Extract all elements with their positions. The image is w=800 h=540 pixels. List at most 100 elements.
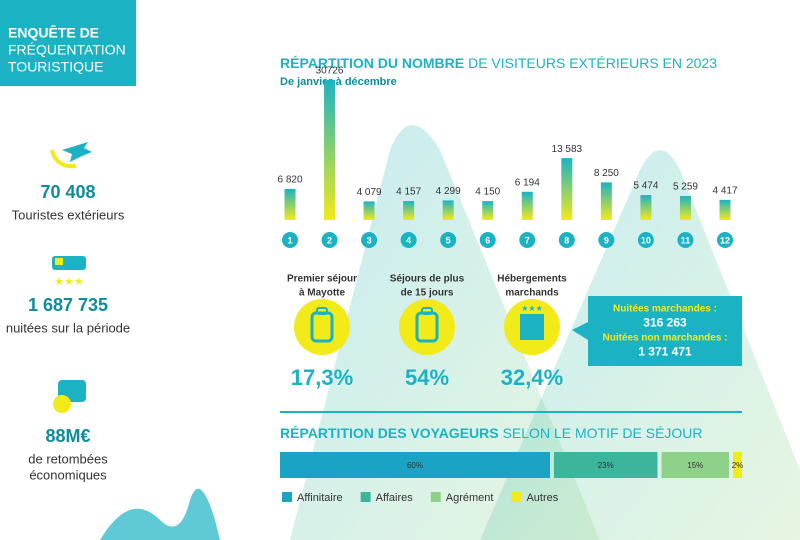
share-label: marchands <box>505 288 559 299</box>
chart-title: SELON LE MOTIF DE SÉJOUR <box>503 425 703 441</box>
value-label: 15% <box>687 461 703 470</box>
x-tick-label: 6 <box>485 235 490 245</box>
month-badge <box>400 232 417 248</box>
bar <box>600 182 612 220</box>
share-icon-bg <box>399 299 455 355</box>
header-title: ENQUÊTE DE <box>8 24 99 41</box>
x-tick-label: 8 <box>564 235 569 245</box>
month-badge <box>321 232 338 248</box>
stack-segment <box>554 452 658 478</box>
header-title: FRÉQUENTATION <box>8 42 126 58</box>
month-badge <box>479 232 496 248</box>
month-badge <box>677 232 694 248</box>
value-label: 5 474 <box>633 181 658 192</box>
stat-value: 88M€ <box>45 426 90 446</box>
month-badge <box>361 232 378 248</box>
suitcase-icon <box>316 307 328 315</box>
share-label: Hébergements <box>497 274 567 285</box>
x-tick-label: 12 <box>720 235 730 245</box>
bar <box>640 195 652 220</box>
legend-label: Autres <box>526 492 558 504</box>
plane-icon <box>50 142 92 169</box>
value-label: 6 820 <box>277 175 302 186</box>
value-label: 4 157 <box>396 187 421 198</box>
legend-label: Agrément <box>446 492 494 504</box>
share-label: à Mayotte <box>299 288 346 299</box>
value-label: 30726 <box>316 66 344 77</box>
month-badge <box>558 232 575 248</box>
value-label: 23% <box>598 461 614 470</box>
bar <box>324 80 336 220</box>
x-tick-label: 10 <box>641 235 651 245</box>
bar <box>284 188 296 220</box>
share-icon-bg <box>294 299 350 355</box>
chart-title: RÉPARTITION DES VOYAGEURS <box>280 425 499 441</box>
legend-swatch <box>282 492 292 502</box>
stat-label: économiques <box>29 467 107 482</box>
stat-label: Touristes extérieurs <box>12 207 125 222</box>
x-tick-label: 5 <box>446 235 451 245</box>
chart-subtitle: De janvier à décembre <box>280 76 397 88</box>
bar <box>561 158 573 220</box>
legend-swatch <box>360 492 371 502</box>
month-badge <box>598 232 615 248</box>
x-tick-label: 4 <box>406 235 411 245</box>
value-label: 4 150 <box>475 187 500 198</box>
decor <box>100 488 220 540</box>
header-title: TOURISTIQUE <box>8 59 103 75</box>
chart-title: RÉPARTITION DU NOMBRE DE VISITEURS EXTÉRI… <box>280 55 717 71</box>
month-badge <box>637 232 654 248</box>
month-badge <box>440 232 457 248</box>
bed-icon: ★★★ <box>52 256 86 288</box>
value-label: 4 079 <box>357 187 382 198</box>
share-value: 54% <box>405 365 449 390</box>
bar <box>679 196 691 220</box>
callout-text: Nuitées non marchandes : <box>602 333 727 344</box>
chart-title: RÉPARTITION DES VOYAGEURS SELON LE MOTIF … <box>280 425 703 441</box>
bar <box>482 201 494 220</box>
hotel-icon <box>520 314 544 340</box>
x-tick-label: 9 <box>604 235 609 245</box>
callout-text: Nuitées marchandes : <box>613 304 717 315</box>
legend-swatch <box>430 492 441 502</box>
value-label: 13 583 <box>552 144 583 155</box>
month-badge <box>519 232 536 248</box>
value-label: 4 299 <box>436 186 461 197</box>
bar <box>719 199 731 220</box>
stack-segment <box>661 452 729 478</box>
stat-label: de retombées <box>28 451 108 466</box>
bar <box>521 191 533 220</box>
bar <box>442 200 454 220</box>
legend-label: Affaires <box>376 492 414 504</box>
stack-segment <box>280 452 550 478</box>
x-tick-label: 3 <box>367 235 372 245</box>
legend-label: Affinitaire <box>297 492 343 504</box>
x-tick-label: 1 <box>287 235 292 245</box>
stat-value: 1 687 735 <box>28 295 108 315</box>
share-label: Premier séjour <box>287 274 357 285</box>
hotel-icon: ★★★ <box>521 304 543 313</box>
value-label: 8 250 <box>594 168 619 179</box>
callout-text: 1 371 471 <box>638 345 692 359</box>
value-label: 4 417 <box>712 186 737 197</box>
stack-segment <box>733 452 742 478</box>
callout-box <box>572 296 742 366</box>
month-badge <box>717 232 733 248</box>
x-tick-label: 2 <box>327 235 332 245</box>
share-value: 32,4% <box>501 365 563 390</box>
legend-swatch <box>511 492 522 502</box>
stat-value: 70 408 <box>40 182 95 202</box>
month-badge <box>282 232 298 248</box>
bar <box>363 201 375 220</box>
share-label: Séjours de plus <box>390 274 465 285</box>
header-box <box>0 0 136 86</box>
share-value: 17,3% <box>291 365 353 390</box>
wallet-icon <box>53 380 86 413</box>
value-label: 6 194 <box>515 177 540 188</box>
x-tick-label: 11 <box>681 235 691 245</box>
value-label: 2% <box>732 461 744 470</box>
callout-text: 316 263 <box>643 316 687 330</box>
chart-title: RÉPARTITION DU NOMBRE <box>280 55 464 71</box>
bar <box>403 201 415 220</box>
